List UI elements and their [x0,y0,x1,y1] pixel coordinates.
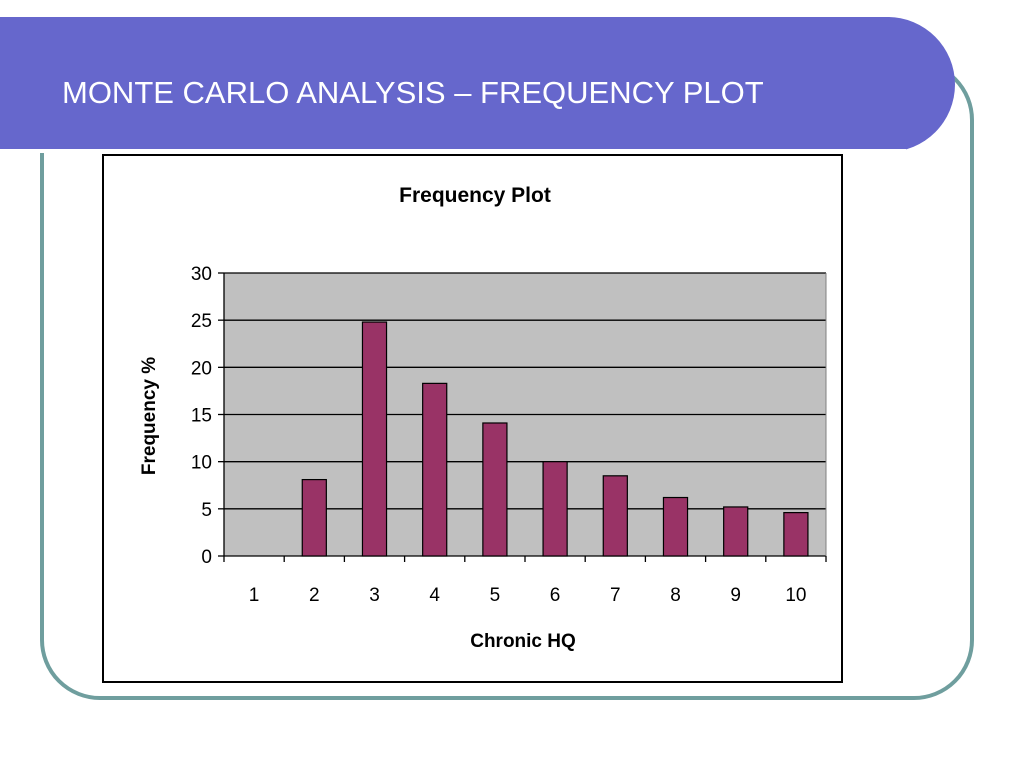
chart-title: Frequency Plot [399,184,551,207]
y-tick-label: 20 [191,358,212,379]
slide-title: MONTE CARLO ANALYSIS – FREQUENCY PLOT [62,75,764,110]
bar-9 [723,506,749,557]
x-tick-label: 6 [550,585,561,606]
y-tick-label: 5 [201,500,212,521]
y-tick-label: 0 [201,547,212,568]
frequency-chart: Frequency Plot Frequency % Chronic HQ 0 5… [139,184,827,652]
x-tick-label: 9 [730,585,741,606]
x-tick-label: 3 [369,585,380,606]
y-tick-label: 30 [191,264,212,285]
bar-4 [422,382,448,557]
title-underline [0,149,906,153]
x-tick-label: 2 [309,585,320,606]
chart-container: Frequency Plot Frequency % Chronic HQ 0 5… [102,154,843,683]
y-axis-label: Frequency % [139,357,160,475]
title-bar: MONTE CARLO ANALYSIS – FREQUENCY PLOT [0,17,955,153]
x-tick-label: 7 [610,585,621,606]
y-tick-label: 15 [191,406,212,427]
y-tick-label: 10 [191,453,212,474]
bar-10 [783,512,809,557]
bar-3 [361,321,388,557]
x-tick-label: 10 [785,585,806,606]
x-axis-label: Chronic HQ [470,631,576,652]
bar-8 [662,496,689,557]
x-tick-label: 1 [249,585,260,606]
bar-7 [602,475,628,557]
bar-5 [482,422,508,557]
bar-6 [542,461,568,557]
y-tick-label: 25 [191,311,212,332]
x-tick-label: 5 [490,585,501,606]
x-tick-label: 8 [670,585,681,606]
bar-2 [301,478,327,557]
x-tick-label: 4 [429,585,440,606]
